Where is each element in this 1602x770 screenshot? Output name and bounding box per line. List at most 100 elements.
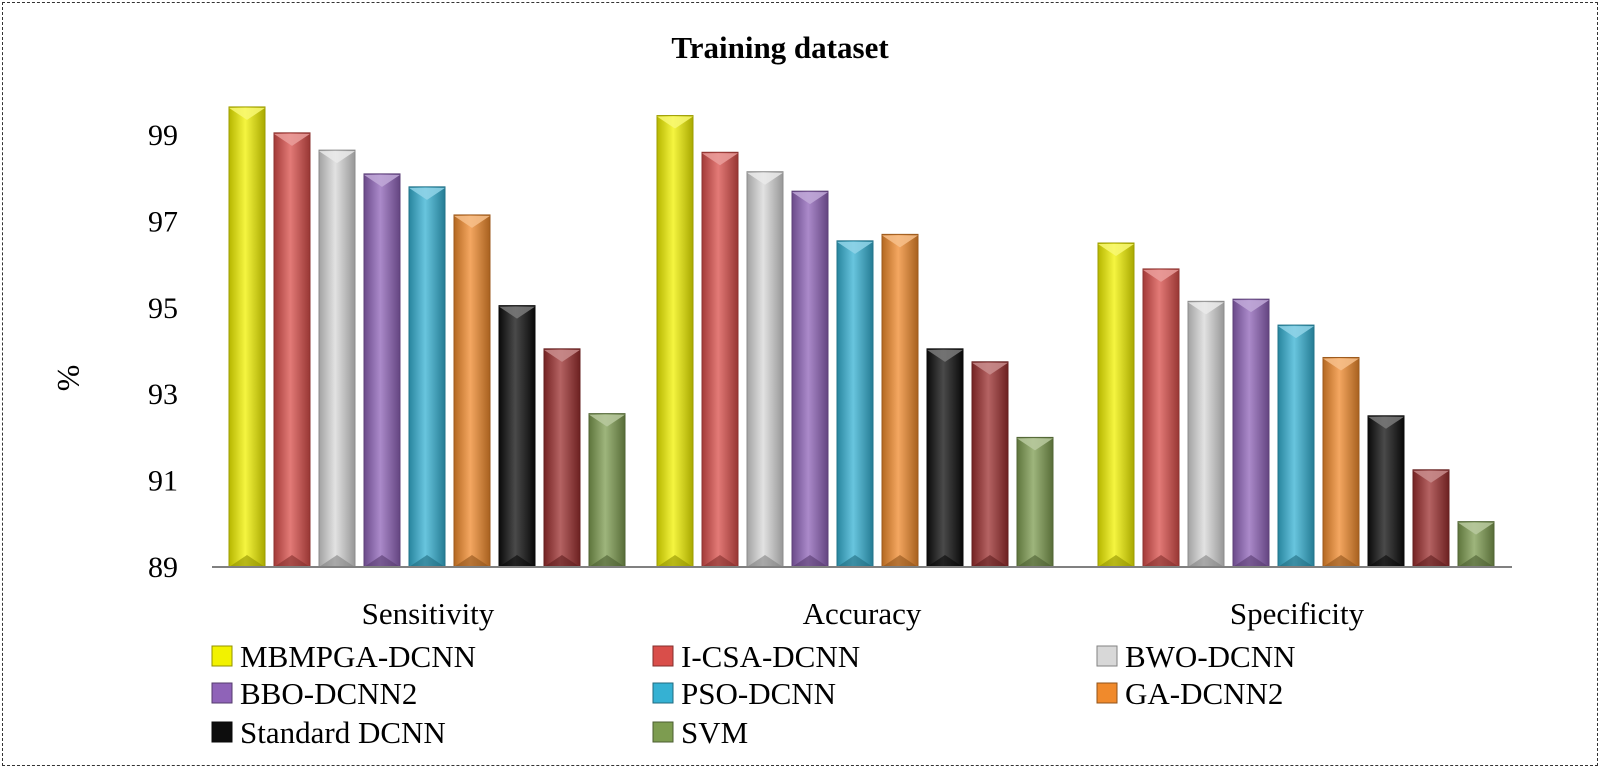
bar-base: [454, 555, 490, 567]
legend-swatch: [652, 721, 674, 743]
bar-base: [274, 555, 310, 567]
bar-base: [364, 555, 400, 567]
bar-specificity-i-csa-dcnn: [1142, 268, 1180, 568]
legend-swatch: [211, 682, 233, 704]
bar-base: [1188, 555, 1224, 567]
bar-sensitivity-bbo-dcnn2: [363, 173, 401, 568]
bar-base: [319, 555, 355, 567]
bar-cap: [229, 107, 265, 120]
bar-cap: [364, 174, 400, 187]
bar-sensitivity-mbmpga-dcnn: [228, 106, 266, 568]
bar-specificity-mbmpga-dcnn: [1097, 242, 1135, 568]
bar-base: [792, 555, 828, 567]
bar-base: [657, 555, 693, 567]
bar-base: [1278, 555, 1314, 567]
bar-base: [747, 555, 783, 567]
bar-cap: [274, 133, 310, 146]
bar-base: [702, 555, 738, 567]
bar-base: [1368, 555, 1404, 567]
bar-cap: [1143, 269, 1179, 282]
bar-base: [589, 555, 625, 567]
bar-cap: [1098, 244, 1134, 256]
bar-base: [882, 555, 918, 567]
bar-specificity-bbo-dcnn2: [1232, 298, 1270, 568]
bar-cap: [1188, 302, 1224, 315]
bar-cap: [747, 172, 783, 185]
bar-base: [409, 555, 445, 567]
bar-sensitivity-bwo-dcnn: [318, 149, 356, 568]
bar-specificity-i-csa-dcnn: [1412, 469, 1450, 568]
bar-base: [1017, 555, 1053, 567]
bar-cap: [702, 153, 738, 166]
bar-cap: [792, 192, 828, 205]
y-tick-label: 95: [148, 292, 178, 325]
bar-cap: [1017, 438, 1053, 451]
bar-base: [1233, 555, 1269, 567]
bar-sensitivity-standard-dcnn: [498, 305, 536, 568]
y-tick-label: 99: [148, 119, 178, 152]
legend-swatch: [211, 721, 233, 743]
legend-label: MBMPGA-DCNN: [240, 639, 476, 674]
legend-label: GA-DCNN2: [1125, 676, 1283, 711]
legend-label: I-CSA-DCNN: [681, 639, 860, 674]
y-axis-ticks: 89 91 93 95 97 99: [148, 119, 178, 584]
legend-swatch: [1096, 682, 1118, 704]
bar-cap: [589, 414, 625, 427]
category-label-accuracy: Accuracy: [803, 596, 922, 631]
bar-accuracy-standard-dcnn: [926, 348, 964, 568]
bar-base: [1323, 555, 1359, 567]
bar-accuracy-mbmpga-dcnn: [656, 115, 694, 568]
legend-label: PSO-DCNN: [681, 676, 836, 711]
legend-swatch: [652, 645, 674, 667]
bar-cap: [972, 362, 1008, 375]
y-tick-label: 97: [148, 205, 178, 238]
bar-accuracy-ga-dcnn2: [881, 233, 919, 568]
bar-sensitivity-pso-dcnn: [408, 186, 446, 568]
bar-cap: [882, 235, 918, 248]
bar-accuracy-pso-dcnn: [836, 240, 874, 568]
bar-base: [1143, 555, 1179, 567]
y-tick-label: 91: [148, 465, 178, 498]
legend: MBMPGA-DCNN I-CSA-DCNN BWO-DCNN BBO-DCNN2 PS…: [211, 639, 1296, 750]
y-tick-label: 89: [148, 551, 178, 584]
chart-title: Training dataset: [671, 30, 889, 65]
bar-cap: [499, 306, 535, 319]
bar-cap: [927, 349, 963, 362]
category-label-sensitivity: Sensitivity: [362, 596, 495, 631]
bar-series: [228, 106, 1495, 568]
legend-label: SVM: [681, 715, 748, 750]
bar-specificity-ga-dcnn2: [1322, 356, 1360, 568]
bar-cap: [1278, 326, 1314, 339]
bar-cap: [1233, 300, 1269, 313]
bar-specificity-bwo-dcnn: [1187, 300, 1225, 568]
bar-base: [1098, 555, 1134, 567]
category-labels: Sensitivity Accuracy Specificity: [362, 596, 1365, 631]
y-axis-label: %: [51, 365, 87, 392]
bar-sensitivity-ga-dcnn2: [453, 214, 491, 568]
bar-cap: [1413, 470, 1449, 483]
bar-cap: [657, 116, 693, 129]
legend-swatch: [652, 682, 674, 704]
bar-cap: [544, 349, 580, 362]
bar-accuracy-bbo-dcnn2: [791, 190, 829, 568]
bar-base: [229, 555, 265, 567]
bar-cap: [1458, 522, 1494, 535]
bar-base: [1458, 555, 1494, 567]
bar-base: [544, 555, 580, 567]
bar-sensitivity-i-csa-dcnn: [543, 348, 581, 568]
bar-accuracy-bwo-dcnn: [746, 171, 784, 568]
category-label-specificity: Specificity: [1230, 596, 1365, 631]
legend-label: BWO-DCNN: [1125, 639, 1296, 674]
bar-specificity-pso-dcnn: [1277, 324, 1315, 568]
bar-base: [499, 555, 535, 567]
bar-base: [927, 555, 963, 567]
bar-sensitivity-svm: [588, 413, 626, 568]
y-tick-label: 93: [148, 378, 178, 411]
legend-label: Standard DCNN: [240, 715, 446, 750]
bar-cap: [837, 241, 873, 254]
bar-cap: [1368, 416, 1404, 429]
bar-specificity-standard-dcnn: [1367, 415, 1405, 568]
bar-cap: [454, 215, 490, 228]
bar-base: [837, 555, 873, 567]
